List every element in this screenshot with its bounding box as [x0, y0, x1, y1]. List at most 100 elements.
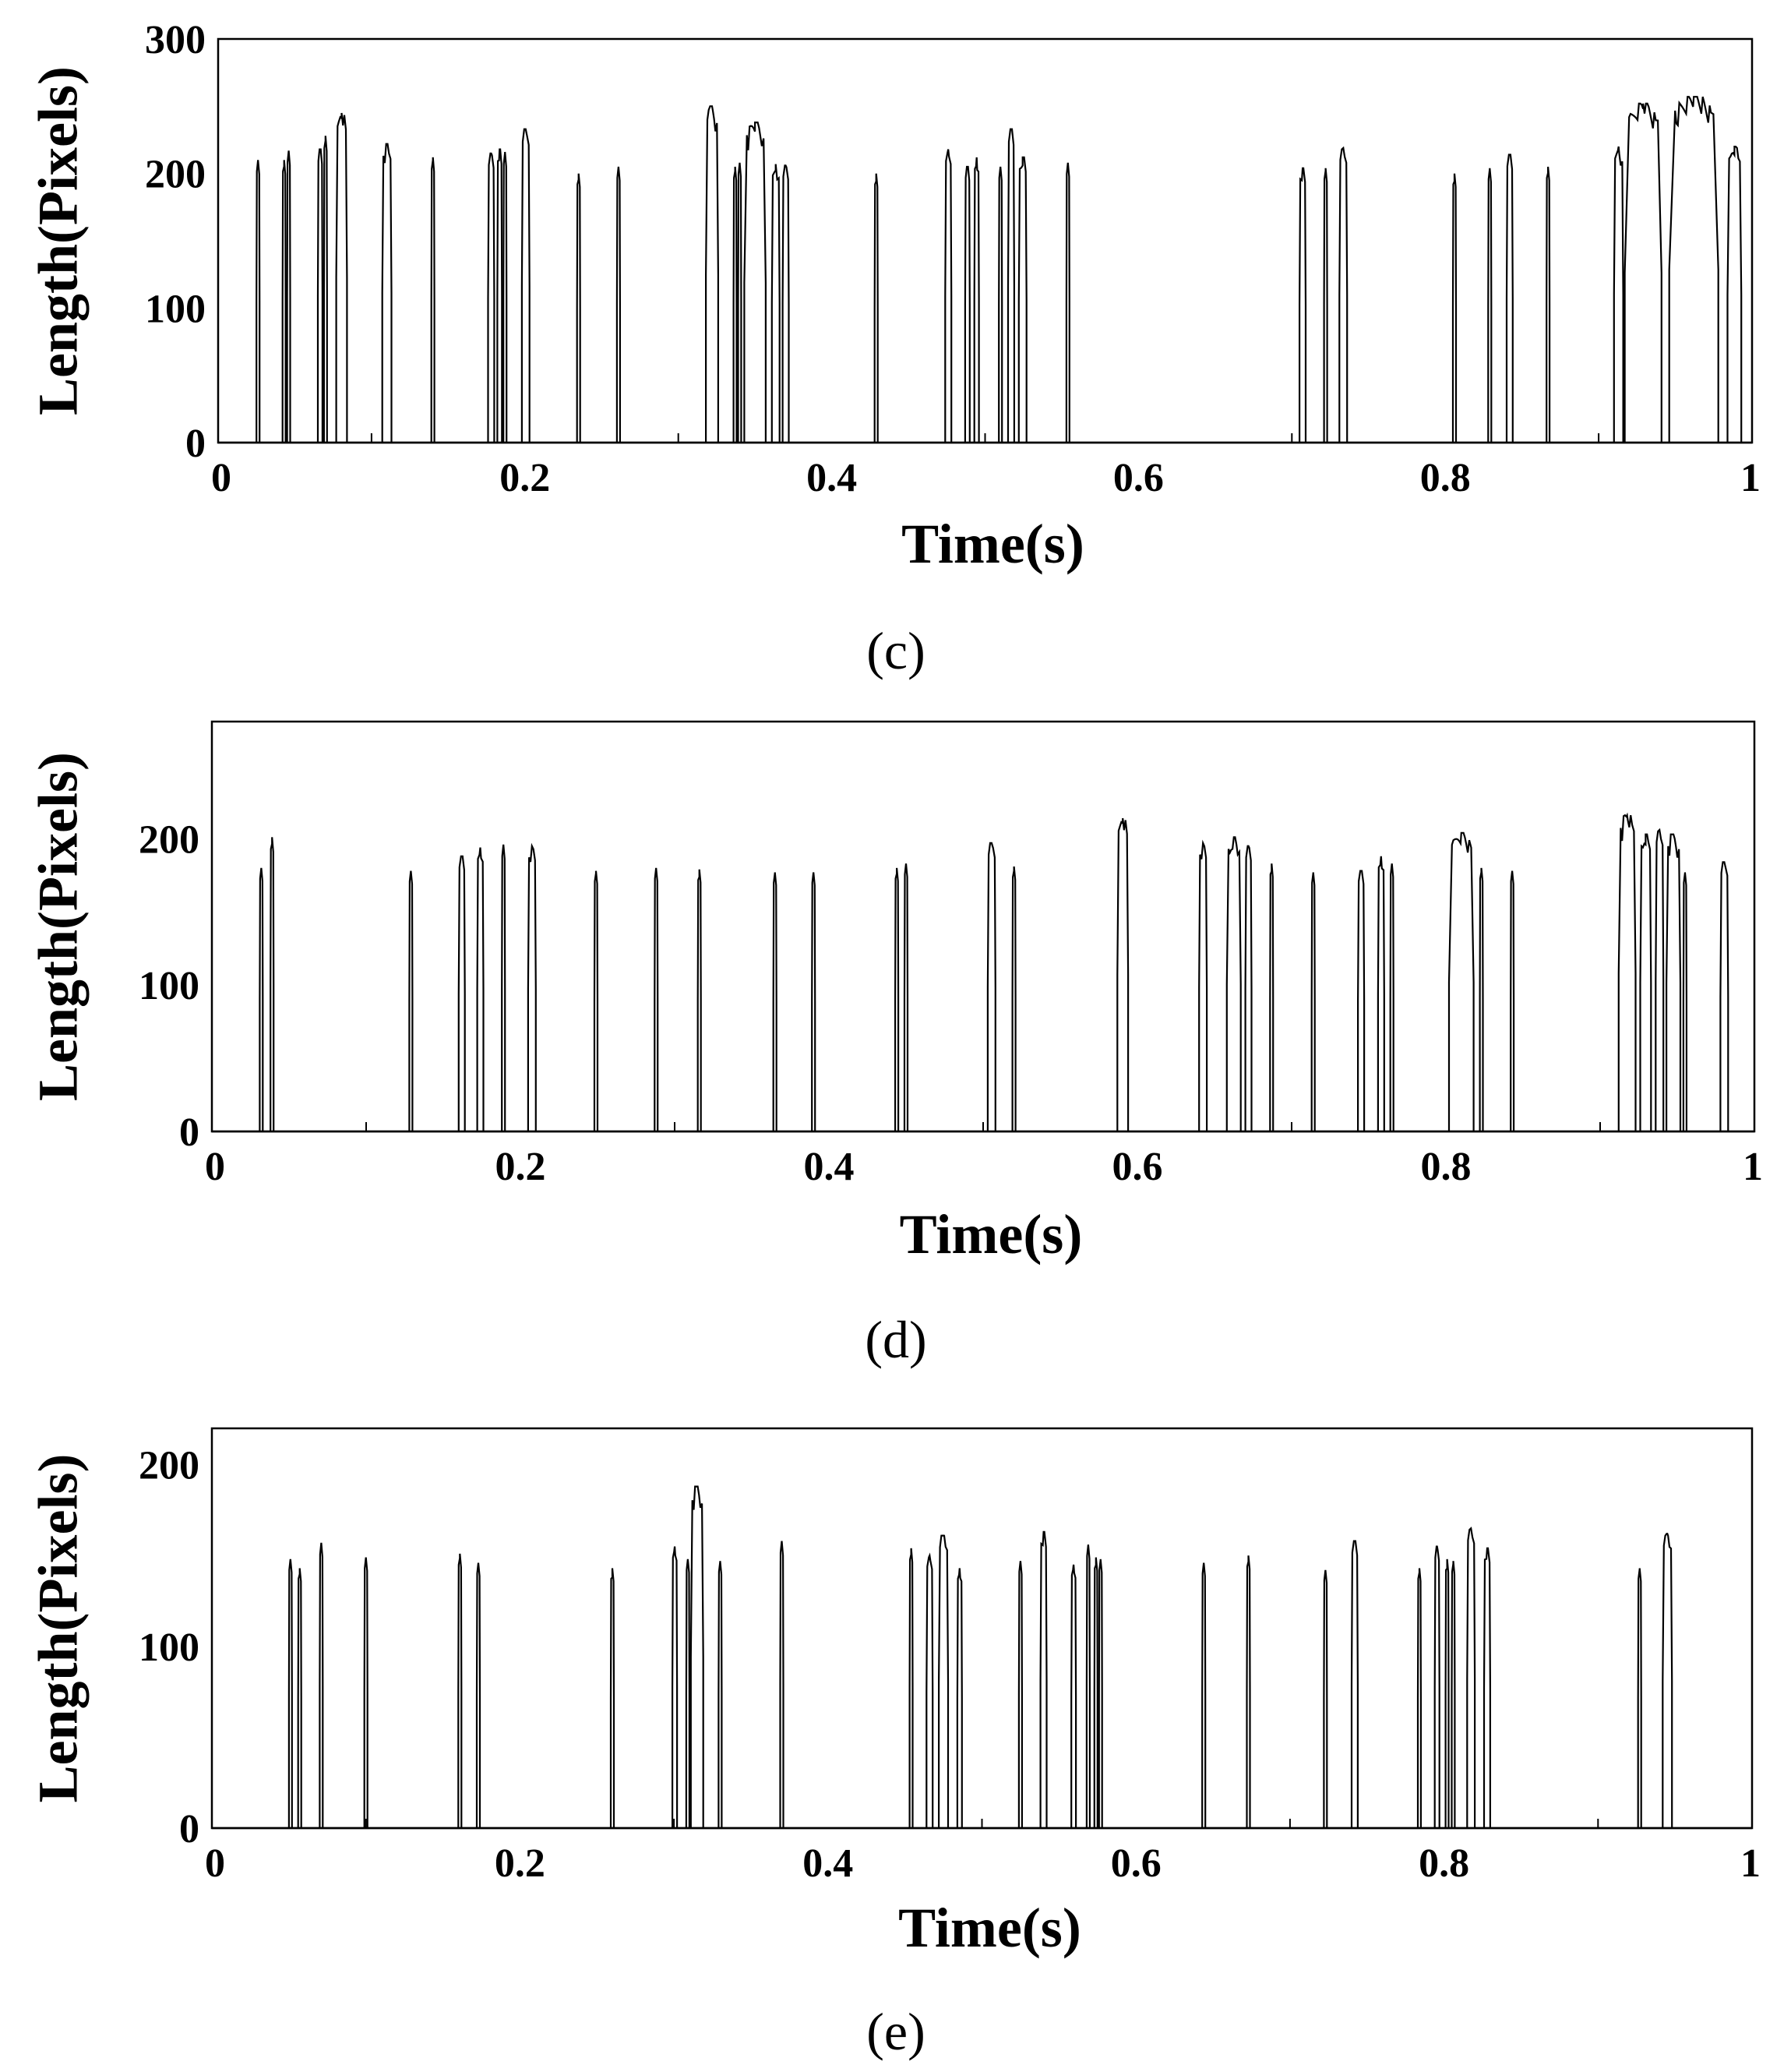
- spike-trace: [520, 128, 531, 443]
- x-tick-label: 1: [1740, 1841, 1761, 1886]
- spike-trace: [1447, 831, 1475, 1131]
- spike-trace: [430, 157, 435, 443]
- spike-trace: [654, 867, 659, 1131]
- spike-trace: [256, 160, 261, 443]
- spike-trace: [1017, 1561, 1023, 1828]
- x-tick-label: 0.2: [495, 1145, 546, 1189]
- x-tick-label: 1: [1740, 456, 1761, 500]
- x-tick-label: 0.6: [1112, 1145, 1163, 1189]
- y-axis-label: Length(Pixels): [27, 1454, 90, 1803]
- spike-trace: [685, 1558, 690, 1828]
- spike-trace: [873, 173, 879, 443]
- spike-trace: [501, 844, 506, 1131]
- spike-trace: [1377, 856, 1385, 1131]
- spike-trace: [576, 173, 581, 443]
- spike-trace: [908, 1548, 914, 1828]
- spike-trace: [1323, 168, 1328, 443]
- spike-trace: [944, 149, 953, 443]
- plot-frame: [217, 37, 1754, 444]
- x-axis-label: Time(s): [901, 513, 1084, 575]
- spike-trace: [1093, 1557, 1098, 1828]
- spike-trace: [1416, 1568, 1422, 1828]
- chart-panel-e: 0 100 200 0 0.2 0.4 0.6 0.8 1 Time(s) Length(Pi…: [27, 1427, 1761, 2061]
- spike-trace: [1451, 173, 1458, 443]
- spike-trace: [1668, 96, 1719, 443]
- spike-trace: [286, 150, 291, 443]
- y-axis-label: Length(Pixels): [27, 752, 90, 1101]
- x-tick-label: 0: [205, 1841, 225, 1886]
- y-tick-label: 100: [139, 1625, 199, 1670]
- spike-trace: [811, 872, 816, 1131]
- spike-trace: [956, 1568, 963, 1828]
- y-tick-label: 200: [145, 153, 206, 197]
- spike-trace: [1323, 1569, 1328, 1828]
- spike-trace: [1433, 1545, 1440, 1828]
- spike-trace: [319, 1542, 324, 1828]
- spike-trace: [1116, 817, 1130, 1131]
- x-tick-label: 0.4: [802, 1841, 853, 1886]
- spike-trace: [1085, 1544, 1091, 1828]
- spike-trace: [1666, 833, 1682, 1131]
- spike-trace: [1444, 1558, 1450, 1828]
- spike-trace: [1198, 839, 1208, 1131]
- spike-trace: [496, 148, 503, 443]
- spike-trace: [1017, 156, 1028, 443]
- spike-trace: [737, 162, 742, 443]
- spike-trace: [1662, 1533, 1673, 1828]
- spike-trace: [1466, 1527, 1476, 1828]
- spike-trace: [1479, 867, 1484, 1131]
- x-tick-label: 0.8: [1421, 1145, 1472, 1189]
- spike-trace: [323, 136, 328, 443]
- x-tick-label: 0: [211, 456, 231, 500]
- spike-trace: [363, 1557, 368, 1828]
- spike-trace: [1350, 1540, 1359, 1828]
- spike-trace: [527, 842, 537, 1131]
- spike-trace: [1546, 166, 1551, 443]
- x-tick-label: 0.2: [499, 456, 550, 500]
- y-tick-label: 200: [139, 817, 199, 862]
- spike-trace: [938, 1534, 950, 1828]
- spike-trace: [1269, 863, 1275, 1131]
- spike-trace: [1637, 1568, 1642, 1828]
- spike-trace: [1682, 872, 1687, 1131]
- spike-trace: [1505, 154, 1514, 443]
- spike-trace: [925, 1552, 934, 1828]
- spike-trace: [502, 151, 508, 443]
- spike-trace: [986, 842, 996, 1131]
- x-tick-label: 0.4: [806, 456, 857, 500]
- spike-trace: [1639, 833, 1652, 1131]
- spike-trace: [1613, 146, 1624, 443]
- spike-trace: [1098, 1558, 1103, 1828]
- spike-trace: [259, 867, 264, 1131]
- spike-trace: [973, 157, 980, 443]
- spike-trace: [1246, 1555, 1251, 1828]
- spike-trace: [1007, 128, 1015, 443]
- spike-trace: [1357, 870, 1366, 1131]
- spike-trace: [1483, 1547, 1491, 1828]
- x-tick-label: 0.4: [804, 1145, 855, 1189]
- spike-trace: [732, 166, 738, 443]
- x-tick-label: 0.6: [1111, 1841, 1162, 1886]
- panel-caption: (c): [866, 621, 925, 680]
- y-tick-label: 0: [179, 1110, 199, 1155]
- spike-trace: [1487, 168, 1493, 443]
- x-axis-label: Time(s): [898, 1897, 1081, 1959]
- spike-trace: [1726, 146, 1743, 443]
- y-tick-label: 300: [145, 18, 206, 62]
- x-tick-label: 0.8: [1420, 456, 1471, 500]
- spike-trace: [287, 1558, 293, 1828]
- spike-trace: [781, 164, 790, 443]
- spike-trace: [281, 160, 287, 443]
- panel-caption: (e): [866, 2002, 925, 2061]
- spike-trace: [717, 1561, 723, 1828]
- plot-frame: [210, 1427, 1754, 1830]
- spike-trace: [1244, 845, 1253, 1131]
- spike-trace: [475, 1562, 481, 1828]
- spike-trace: [779, 1541, 784, 1828]
- spike-trace: [689, 1485, 704, 1828]
- y-tick-label: 0: [179, 1807, 199, 1851]
- spike-trace: [615, 166, 621, 443]
- spike-trace: [772, 872, 777, 1131]
- spike-trace: [1655, 828, 1665, 1131]
